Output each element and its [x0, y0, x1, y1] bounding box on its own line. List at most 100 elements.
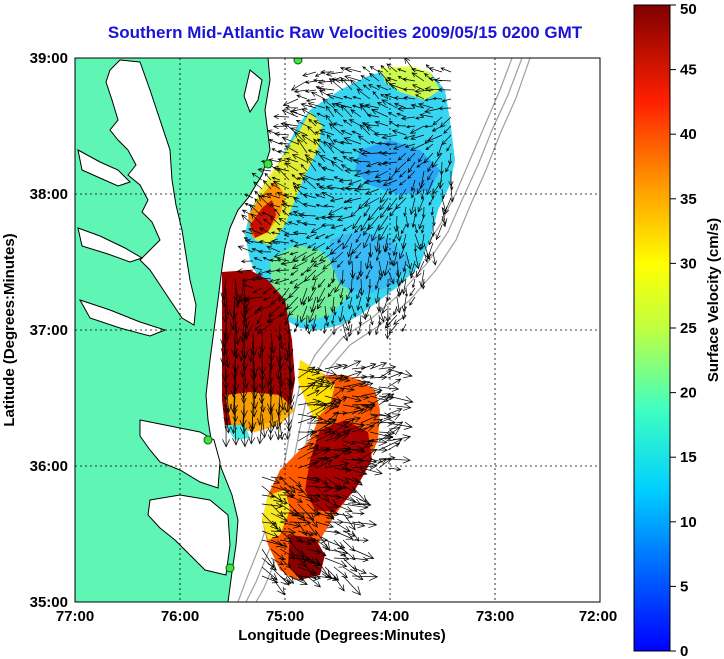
velocity-arrow — [253, 181, 263, 190]
velocity-arrow — [393, 305, 398, 316]
velocity-arrow — [409, 125, 425, 134]
colorbar-tick-label: 25 — [680, 320, 697, 337]
river-channel — [77, 227, 144, 263]
velocity-arrow — [397, 68, 407, 73]
velocity-arrow — [344, 66, 362, 73]
velocity-arrow — [306, 493, 322, 498]
velocity-arrow — [262, 296, 272, 301]
velocity-arrow — [324, 233, 335, 239]
velocity-arrow — [291, 173, 299, 181]
velocity-arrow — [387, 456, 411, 464]
velocity-arrow — [317, 85, 335, 92]
velocity-arrow — [290, 269, 299, 276]
velocity-arrow — [391, 129, 407, 136]
velocity-arrow — [378, 393, 395, 406]
velocity-arrow — [347, 242, 353, 258]
velocity-arrow — [325, 71, 344, 77]
velocity-arrow — [301, 221, 317, 227]
velocity-arrow — [374, 120, 389, 127]
velocity-arrow — [272, 287, 281, 294]
velocity-arrow — [356, 296, 362, 311]
velocity-arrow — [338, 305, 344, 323]
velocity-arrow — [387, 403, 412, 411]
velocity-arrow — [317, 287, 326, 304]
velocity-arrow — [244, 238, 263, 245]
velocity-arrow — [380, 93, 389, 100]
velocity-arrow — [291, 260, 308, 270]
y-tick-labels: 39:00 38:00 37:00 36:00 35:00 — [30, 50, 68, 611]
velocity-arrow — [427, 161, 434, 173]
velocity-arrow — [351, 511, 365, 516]
velocity-arrow — [311, 278, 317, 292]
velocity-arrow — [249, 204, 263, 217]
velocity-arrow — [342, 119, 353, 127]
velocity-arrow — [423, 124, 434, 129]
velocity-arrow — [236, 268, 254, 274]
velocity-arrow — [285, 157, 299, 163]
velocity-arrow — [286, 323, 291, 335]
velocity-arrow — [384, 323, 391, 340]
velocity-arrow — [296, 94, 308, 100]
velocity-arrow — [308, 118, 317, 127]
velocity-arrow — [333, 108, 344, 118]
velocity-arrow — [377, 242, 382, 255]
velocity-arrow — [413, 206, 418, 218]
velocity-arrow — [279, 305, 290, 318]
velocity-arrow — [363, 197, 380, 207]
velocity-arrow — [423, 251, 428, 263]
velocity-arrow — [386, 278, 390, 288]
velocity-arrow — [272, 123, 290, 130]
velocity-arrow — [281, 199, 290, 208]
velocity-arrow — [351, 556, 369, 563]
velocity-arrow — [278, 141, 290, 146]
velocity-arrow — [261, 530, 279, 538]
velocity-arrow — [335, 102, 353, 109]
velocity-arrow — [302, 202, 317, 208]
velocity-arrow — [231, 395, 238, 416]
velocity-arrow — [238, 341, 246, 362]
velocity-arrow — [333, 377, 351, 383]
velocity-arrow — [333, 387, 345, 397]
x-tick-label: 72:00 — [579, 608, 617, 625]
velocity-arrow — [333, 422, 350, 429]
velocity-arrow — [277, 149, 290, 154]
velocity-arrow — [376, 84, 389, 91]
velocity-arrow — [306, 444, 320, 451]
velocity-arrow — [342, 566, 364, 581]
velocity-arrow — [336, 260, 344, 268]
velocity-arrow — [427, 170, 434, 181]
velocity-arrow — [333, 521, 351, 533]
velocity-arrow — [233, 287, 241, 309]
y-tick-label: 36:00 — [30, 458, 68, 475]
velocity-arrow — [271, 176, 281, 181]
velocity-arrow — [306, 575, 322, 588]
velocity-arrow — [441, 188, 445, 200]
velocity-arrow — [330, 224, 344, 230]
velocity-arrow — [358, 314, 363, 326]
velocity-arrow — [360, 403, 376, 409]
velocity-arrow — [369, 458, 387, 469]
velocity-arrow — [387, 197, 398, 212]
velocity-arrow — [220, 332, 229, 357]
velocity-arrow — [418, 215, 425, 230]
velocity-arrow — [353, 187, 371, 193]
velocity-arrow — [311, 242, 326, 251]
y-tick-label: 38:00 — [30, 186, 68, 203]
velocity-arrow — [356, 88, 371, 100]
velocity-arrow — [405, 125, 416, 129]
velocity-arrow — [384, 314, 398, 329]
velocity-arrow — [427, 134, 443, 142]
velocity-arrow — [273, 131, 290, 137]
velocity-arrow — [315, 485, 330, 502]
velocity-arrow — [278, 332, 285, 350]
velocity-arrow — [315, 203, 326, 208]
velocity-arrow — [316, 296, 326, 310]
velocity-arrow — [250, 395, 258, 418]
velocity-arrow — [229, 296, 238, 321]
velocity-arrow — [306, 483, 334, 492]
velocity-arrow — [297, 415, 318, 424]
velocity-arrow — [321, 191, 335, 199]
velocity-arrow — [407, 161, 416, 174]
velocity-arrow — [352, 95, 362, 100]
velocity-arrow — [324, 401, 342, 415]
